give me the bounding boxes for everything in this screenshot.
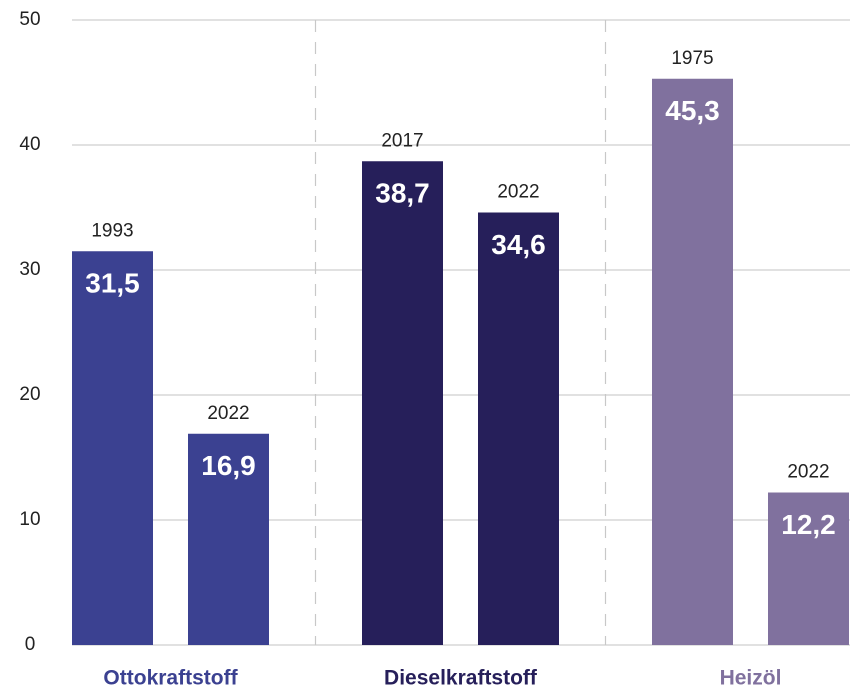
bar-category: 2017 xyxy=(381,130,423,151)
bar-category: 2022 xyxy=(207,403,249,424)
value-label: 38,7 xyxy=(375,178,430,209)
value-label: 31,5 xyxy=(85,268,140,299)
bar-category: 2022 xyxy=(787,462,829,483)
value-label: 12,2 xyxy=(781,509,836,540)
bar-category: 1993 xyxy=(91,220,133,241)
y-tick-label: 30 xyxy=(19,259,40,280)
bar xyxy=(652,78,733,645)
value-label: 16,9 xyxy=(201,450,256,481)
value-label: 45,3 xyxy=(665,95,720,126)
y-tick-label: 10 xyxy=(19,509,40,530)
value-label: 34,6 xyxy=(491,229,546,260)
y-tick-label: 50 xyxy=(19,9,40,30)
group-label: Heizöl xyxy=(720,667,782,690)
y-tick-label: 20 xyxy=(19,384,40,405)
bar xyxy=(768,492,849,645)
bar xyxy=(478,212,559,645)
group-label: Ottokraftstoff xyxy=(103,667,238,690)
bar xyxy=(362,161,443,645)
bar-category: 1975 xyxy=(671,48,713,69)
bar xyxy=(72,251,153,645)
y-tick-label: 0 xyxy=(25,634,36,655)
bar-category: 2022 xyxy=(497,182,539,203)
group-label: Dieselkraftstoff xyxy=(384,667,538,690)
y-tick-label: 40 xyxy=(19,134,40,155)
bar xyxy=(188,433,269,645)
